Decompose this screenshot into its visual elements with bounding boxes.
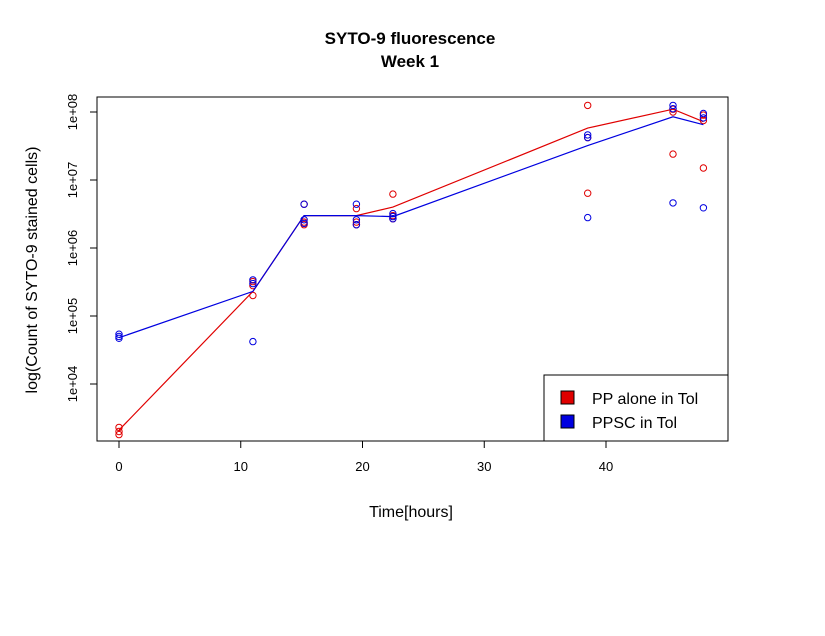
- y-axis-label: log(Count of SYTO-9 stained cells): [24, 147, 41, 394]
- data-point-series-1: [389, 190, 397, 198]
- plot-area: 0 10 20 30 40 1e+04 1e+05 1e+06 1e+07 1e+08: [65, 94, 729, 474]
- legend-label-pp-alone: PP alone in Tol: [592, 391, 698, 408]
- x-tick-label: 40: [599, 459, 613, 474]
- data-point-series-2: [352, 221, 361, 229]
- data-point-series-2: [669, 101, 677, 110]
- data-point-series-2: [389, 215, 397, 223]
- x-axis-label: Time[hours]: [369, 504, 453, 521]
- data-point-series-1: [699, 164, 708, 172]
- data-point-series-2: [352, 216, 361, 224]
- data-point-series-1: [584, 189, 592, 197]
- data-point-series-2: [389, 212, 397, 221]
- data-point-series-2: [115, 334, 123, 342]
- x-tick-label: 20: [355, 459, 369, 474]
- x-tick-label: 0: [115, 459, 122, 474]
- y-tick-label: 1e+07: [65, 162, 80, 199]
- data-point-series-1: [669, 150, 677, 158]
- data-point-series-2: [584, 133, 592, 142]
- data-point-series-1: [584, 101, 592, 110]
- data-point-series-2: [300, 200, 308, 208]
- data-point-series-1: [699, 116, 708, 125]
- legend-swatch-pp-alone: [560, 390, 575, 405]
- data-point-series-2: [699, 114, 708, 122]
- data-point-series-2: [249, 337, 257, 346]
- data-point-series-2: [584, 131, 592, 139]
- data-point-series-2: [389, 209, 397, 218]
- data-point-series-1: [352, 218, 361, 226]
- data-point-series-1: [352, 204, 361, 213]
- x-tick-label: 10: [234, 459, 248, 474]
- y-tick-label: 1e+06: [65, 230, 80, 267]
- series-line-2: [118, 116, 704, 339]
- chart-title: SYTO-9 fluorescence: [325, 29, 496, 48]
- data-point-series-2: [115, 330, 123, 338]
- legend: PP alone in Tol PPSC in Tol: [543, 374, 729, 442]
- data-point-series-2: [669, 105, 677, 113]
- y-tick-label: 1e+05: [65, 298, 80, 335]
- data-point-series-2: [300, 219, 308, 228]
- data-point-series-1: [115, 430, 123, 439]
- data-point-series-2: [699, 204, 708, 212]
- data-point-series-2: [699, 109, 708, 118]
- legend-swatch-ppsc: [560, 414, 575, 429]
- data-point-series-2: [352, 200, 361, 208]
- data-point-series-2: [300, 216, 308, 224]
- data-point-series-2: [669, 199, 677, 207]
- data-point-series-1: [249, 291, 257, 300]
- y-tick-label: 1e+04: [65, 366, 80, 403]
- data-point-series-2: [584, 213, 592, 222]
- data-point-series-2: [249, 279, 257, 288]
- chart-subtitle: Week 1: [381, 52, 439, 71]
- data-point-series-2: [249, 276, 257, 284]
- data-point-series-1: [115, 427, 123, 436]
- y-tick-label: 1e+08: [65, 94, 80, 131]
- x-tick-label: 30: [477, 459, 491, 474]
- data-point-series-1: [115, 423, 123, 432]
- legend-box: [543, 374, 729, 442]
- legend-label-ppsc: PPSC in Tol: [592, 415, 677, 432]
